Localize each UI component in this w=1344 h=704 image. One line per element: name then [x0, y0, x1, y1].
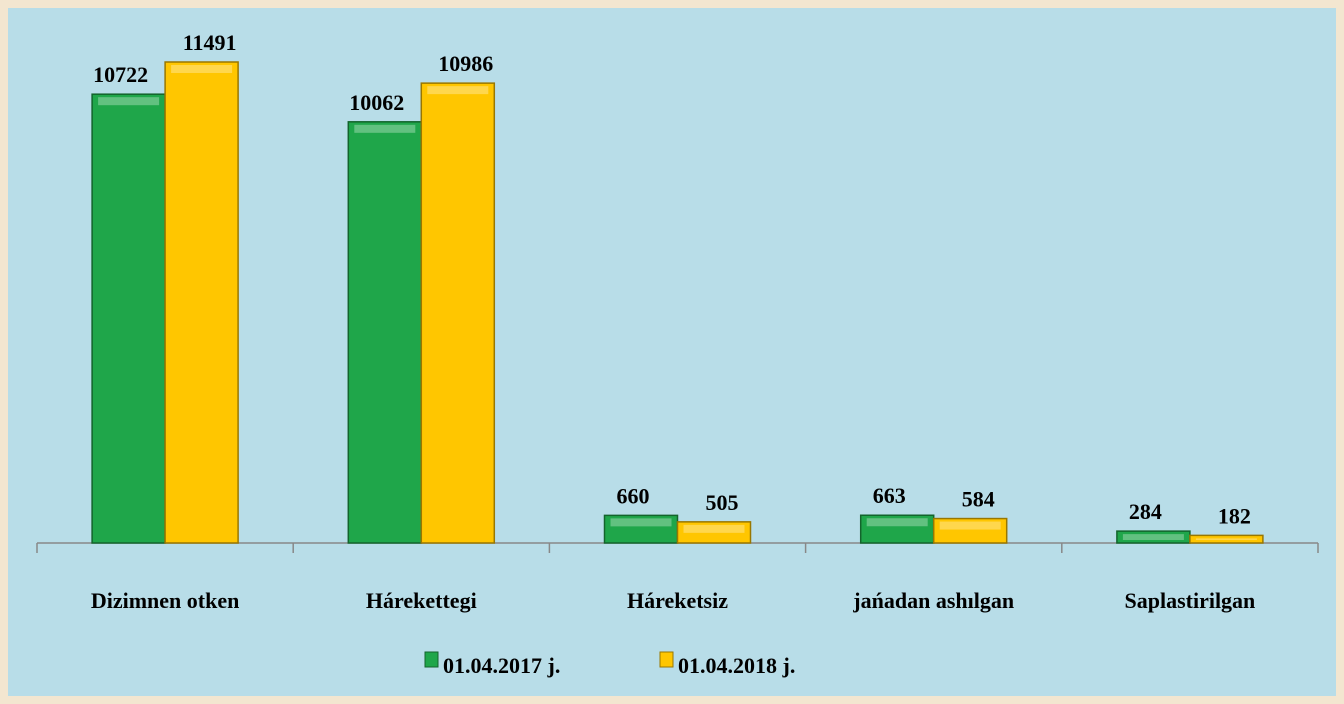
bar-highlight — [98, 97, 160, 106]
x-tick-label: Háreketsiz — [627, 588, 728, 613]
bar — [859, 514, 935, 544]
bar-highlight — [610, 518, 672, 527]
x-tick-label: Dizimnen otken — [91, 588, 240, 613]
bar-highlight — [1195, 538, 1257, 540]
bar — [1189, 534, 1264, 544]
bar — [676, 521, 752, 544]
bar-highlight — [939, 521, 1001, 530]
bar — [420, 82, 496, 544]
legend-label: 01.04.2017 j. — [443, 653, 560, 678]
bar-highlight — [866, 518, 928, 527]
bar-highlight — [1122, 534, 1184, 540]
data-label: 10062 — [349, 90, 404, 115]
legend-label: 01.04.2018 j. — [678, 653, 795, 678]
bar — [164, 61, 239, 544]
data-label: 505 — [706, 490, 739, 515]
data-label: 660 — [617, 483, 650, 508]
x-tick-label: jańadan ashılgan — [852, 588, 1014, 613]
data-label: 284 — [1129, 499, 1162, 524]
data-label: 11491 — [183, 30, 237, 55]
bar — [91, 93, 166, 544]
legend-swatch — [424, 651, 439, 668]
data-label: 10722 — [93, 62, 148, 87]
data-label: 584 — [962, 487, 995, 512]
bar — [932, 517, 1008, 544]
x-tick-label: Hárekettegi — [366, 588, 477, 613]
bar-highlight — [683, 524, 745, 533]
data-label: 10986 — [438, 51, 493, 76]
bar-highlight — [427, 86, 489, 95]
x-tick-label: Saplastirilgan — [1124, 588, 1255, 613]
data-label: 182 — [1218, 503, 1251, 528]
bar-highlight — [354, 124, 416, 133]
data-label: 663 — [873, 483, 906, 508]
legend-swatch — [659, 651, 674, 668]
bar — [347, 121, 423, 544]
bar-highlight — [171, 65, 233, 73]
